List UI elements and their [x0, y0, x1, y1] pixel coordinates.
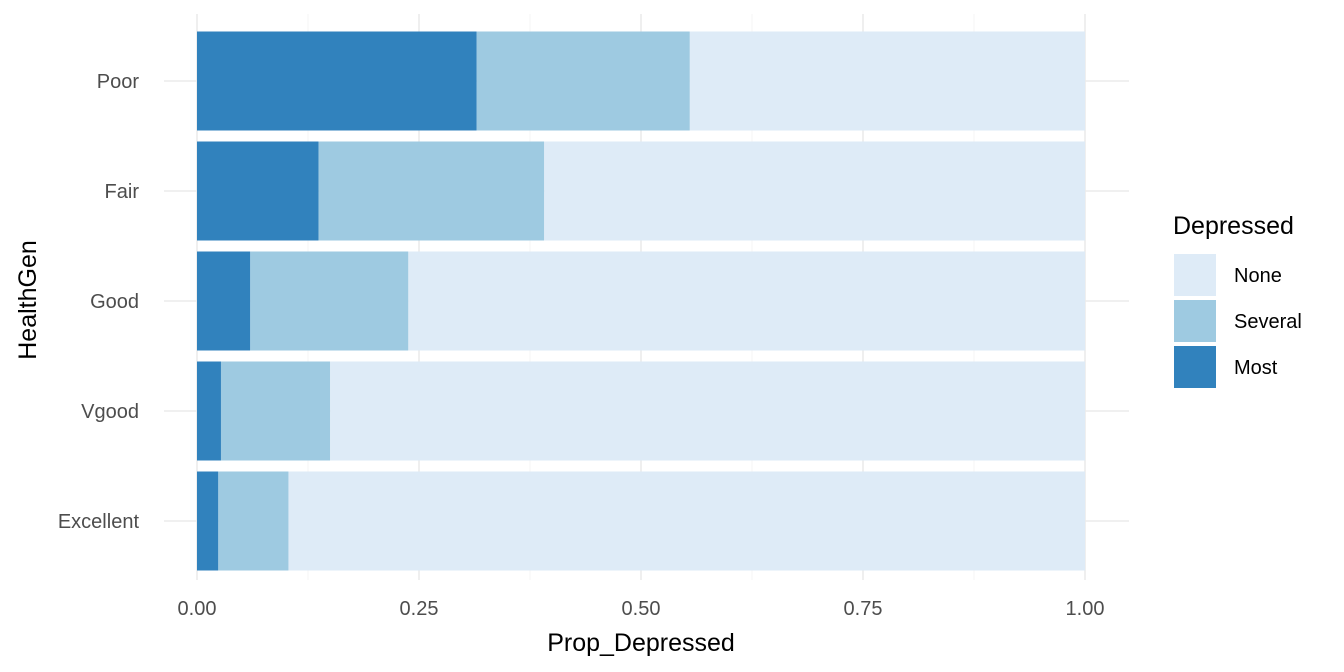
bar-excellent-most — [197, 471, 219, 571]
bar-excellent-several — [218, 471, 289, 571]
legend-label-several: Several — [1234, 311, 1302, 333]
x-axis-title: Prop_Depressed — [547, 629, 735, 657]
x-tick-label: 0.00 — [178, 598, 217, 620]
bar-vgood-several — [220, 361, 331, 461]
bar-fair-none — [544, 141, 1085, 241]
y-axis-title: HealthGen — [14, 240, 42, 360]
bar-vgood-none — [330, 361, 1085, 461]
legend-label-most: Most — [1234, 357, 1278, 379]
x-tick-label: 0.25 — [400, 598, 439, 620]
bar-good-most — [197, 251, 251, 351]
y-tick-label: Good — [90, 291, 139, 313]
legend: Depressed None Several Most — [1173, 212, 1302, 388]
x-tick-label: 0.50 — [622, 598, 661, 620]
bar-poor-several — [476, 31, 690, 131]
y-tick-label: Fair — [105, 181, 140, 203]
bar-poor-most — [197, 31, 477, 131]
legend-key-several — [1174, 300, 1216, 342]
bar-fair-several — [318, 141, 545, 241]
x-tick-label: 1.00 — [1066, 598, 1105, 620]
y-tick-label: Excellent — [58, 511, 140, 533]
bar-poor-none — [689, 31, 1085, 131]
bar-excellent-none — [288, 471, 1085, 571]
y-tick-label: Poor — [97, 71, 140, 93]
legend-key-none — [1174, 254, 1216, 296]
bar-vgood-most — [197, 361, 221, 461]
legend-title: Depressed — [1173, 212, 1294, 240]
legend-key-most — [1174, 346, 1216, 388]
bar-good-none — [408, 251, 1085, 351]
y-tick-label: Vgood — [81, 401, 139, 423]
y-axis-tick-labels: Excellent Vgood Good Fair Poor — [58, 71, 140, 533]
x-tick-label: 0.75 — [844, 598, 883, 620]
bar-fair-most — [197, 141, 319, 241]
legend-label-none: None — [1234, 265, 1282, 287]
x-axis-tick-labels: 0.00 0.25 0.50 0.75 1.00 — [178, 598, 1105, 620]
bar-good-several — [250, 251, 409, 351]
bars — [197, 31, 1085, 571]
